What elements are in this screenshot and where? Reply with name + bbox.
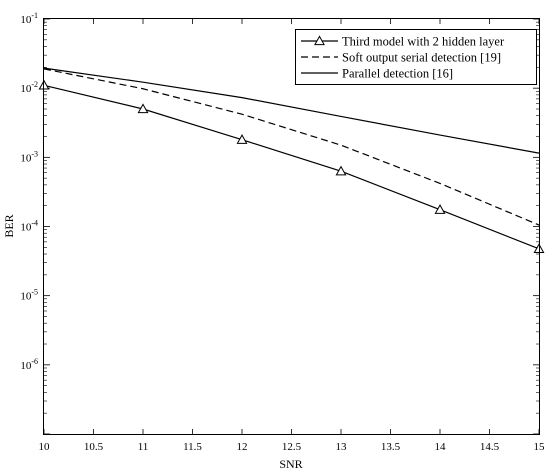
x-tick-label: 14.5: [480, 441, 500, 453]
y-tick-label: 10-3: [20, 149, 38, 164]
y-tick-label-exponent: -2: [31, 80, 38, 89]
y-tick-label-base: 10: [20, 14, 32, 26]
y-tick-label-base: 10: [20, 360, 32, 372]
y-tick-label: 10-1: [20, 11, 38, 26]
data-point: [335, 165, 347, 176]
y-tick-label-exponent: -1: [31, 11, 38, 20]
x-axis-label: SNR: [279, 457, 302, 471]
y-tick-label-exponent: -4: [31, 219, 38, 228]
y-tick-label-exponent: -6: [31, 357, 38, 366]
x-tick-label: 15: [534, 441, 546, 453]
y-tick-label-exponent: -3: [31, 149, 38, 158]
series-line-3: [43, 67, 540, 154]
x-tick-label: 13: [336, 441, 348, 453]
series-line-1: [43, 84, 540, 250]
x-tick-label: 11.5: [183, 441, 202, 453]
y-tick-label-base: 10: [20, 83, 32, 95]
x-tick-label: 14: [435, 441, 447, 453]
y-tick-label: 10-2: [20, 80, 38, 95]
legend: Third model with 2 hidden layer Soft outp…: [295, 29, 537, 85]
y-tick-label-base: 10: [20, 222, 32, 234]
y-tick-label: 10-4: [20, 219, 38, 234]
legend-label-1: Third model with 2 hidden layer: [342, 35, 505, 49]
legend-label-2: Soft output serial detection [19]: [342, 51, 501, 65]
x-tick-labels: 10 10.5 11 11.5 12 12.5 13 13.5 14 14.5 15: [39, 441, 546, 453]
ticks-layer: [43, 18, 540, 435]
data-point: [236, 134, 248, 144]
y-axis-label: BER: [2, 214, 16, 237]
y-tick-label: 10-6: [20, 357, 38, 372]
legend-label-3: Parallel detection [16]: [342, 67, 453, 81]
x-tick-label: 10.5: [84, 441, 104, 453]
y-tick-labels: 10-110-210-310-410-510-6: [20, 11, 38, 372]
y-tick-label-base: 10: [20, 291, 32, 303]
x-tick-label: 13.5: [381, 441, 401, 453]
series-line-2: [43, 68, 540, 226]
y-tick-label-exponent: -5: [31, 288, 38, 297]
plot-frame: [43, 18, 540, 435]
data-point: [137, 103, 149, 114]
series-layer: [38, 67, 545, 254]
x-tick-label: 10: [39, 441, 51, 453]
x-tick-label: 11: [138, 441, 149, 453]
legend-marker: [314, 35, 325, 46]
x-tick-label: 12: [237, 441, 248, 453]
y-tick-label: 10-5: [20, 288, 38, 303]
legend-items: Third model with 2 hidden layer Soft outp…: [301, 35, 505, 81]
y-tick-label-base: 10: [20, 152, 32, 164]
x-tick-label: 12.5: [282, 441, 302, 453]
data-point: [434, 204, 446, 214]
